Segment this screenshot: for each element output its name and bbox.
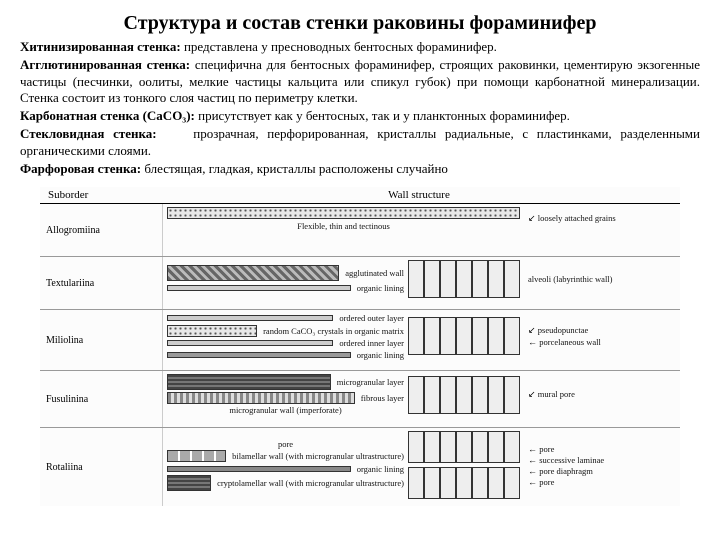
para-agglut: Агглютинированная стенка: специфична для… (20, 57, 700, 106)
suborder-label: Fusulinina (40, 371, 163, 427)
lbl: random CaCO₃ crystals in organic matrix (263, 326, 404, 336)
row-textulariina: Textulariina agglutinated wall organic l… (40, 257, 680, 310)
lbl: ← porcelaneous wall (528, 337, 676, 347)
lbl: ← pore (528, 444, 676, 454)
lbl: organic lining (357, 350, 404, 360)
lbl: ↙ pseudopunctae (528, 325, 676, 336)
lbl: organic lining (357, 464, 404, 474)
lbl: alveoli (labyrinthic wall) (528, 274, 676, 284)
hdr-suborder: Suborder (40, 189, 158, 201)
suborder-label: Textulariina (40, 257, 163, 309)
suborder-label: Miliolina (40, 310, 163, 370)
lbl: ↙ loosely attached grains (528, 213, 676, 224)
cross-section (408, 431, 520, 463)
lbl: ordered inner layer (339, 338, 404, 348)
page-title: Структура и состав стенки раковины форам… (20, 12, 700, 35)
row-fusulinina: Fusulinina microgranular layer fibrous l… (40, 371, 680, 428)
row-allogromiina: Allogromiina Flexible, thin and tectinou… (40, 204, 680, 257)
diagram-header: Suborder Wall structure (40, 187, 680, 204)
cross-section (408, 467, 520, 499)
text-porcelain: блестящая, гладкая, кристаллы расположен… (141, 161, 448, 176)
lbl: cryptolamellar wall (with microgranular … (217, 478, 404, 488)
hdr-wall: Wall structure (158, 189, 680, 201)
cross-section (408, 376, 520, 414)
lbl: ordered outer layer (339, 313, 404, 323)
cross-section (408, 260, 520, 298)
term-agglut: Агглютинированная стенка: (20, 57, 190, 72)
row-rotaliina: Rotaliina pore bilamellar wall (with mic… (40, 428, 680, 506)
term-carbonate: Карбонатная стенка (CaCO₃): (20, 108, 195, 123)
suborder-label: Allogromiina (40, 204, 163, 256)
lbl: ← pore (528, 477, 676, 487)
lbl: ← successive laminae (528, 455, 676, 465)
lbl: ← pore diaphragm (528, 466, 676, 476)
term-glass: Стекловидная стенка: (20, 126, 157, 141)
term-porcelain: Фарфоровая стенка: (20, 161, 141, 176)
lbl: microgranular layer (337, 377, 404, 387)
para-carbonate: Карбонатная стенка (CaCO₃): присутствует… (20, 108, 700, 124)
suborder-label: Rotaliina (40, 428, 163, 506)
para-glass: Стекловидная стенка: прозрачная, перфори… (20, 126, 700, 159)
text-carbonate: присутствует как у бентосных, так и у пл… (195, 108, 570, 123)
lbl: microgranular wall (imperforate) (167, 405, 404, 415)
para-porcelain: Фарфоровая стенка: блестящая, гладкая, к… (20, 161, 700, 177)
term-chitin: Хитинизированная стенка: (20, 39, 181, 54)
cross-section (408, 317, 520, 355)
text-chitin: представлена у пресноводных бентосных фо… (181, 39, 497, 54)
lbl: ↙ mural pore (528, 389, 676, 400)
wall-structure-diagram: Suborder Wall structure Allogromiina Fle… (40, 187, 680, 506)
lbl: Flexible, thin and tectinous (167, 221, 520, 231)
lbl: bilamellar wall (with microgranular ultr… (232, 451, 404, 461)
lbl: fibrous layer (361, 393, 404, 403)
para-chitin: Хитинизированная стенка: представлена у … (20, 39, 700, 55)
lbl: agglutinated wall (345, 268, 404, 278)
lbl: pore (167, 439, 404, 449)
lbl: organic lining (357, 283, 404, 293)
row-miliolina: Miliolina ordered outer layer random CaC… (40, 310, 680, 371)
